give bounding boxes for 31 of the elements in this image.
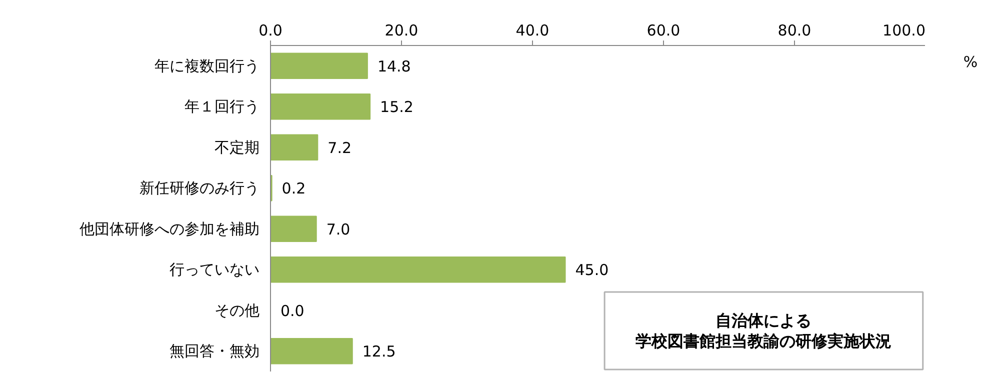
x-axis-title: % <box>963 52 978 71</box>
y-tick-label: 行っていない <box>170 260 260 279</box>
data-label: 12.5 <box>362 342 396 361</box>
x-tick-label: 20.0 <box>384 22 418 40</box>
bar <box>270 256 566 283</box>
x-tick-label: 0.0 <box>258 22 282 40</box>
x-tick-label: 40.0 <box>516 22 550 40</box>
x-tick-label: 100.0 <box>882 22 926 40</box>
y-tick-label: 不定期 <box>214 138 260 156</box>
y-tick-label: 年１回行う <box>184 98 260 116</box>
x-tick-label: 60.0 <box>646 22 680 40</box>
y-tick-label: その他 <box>214 301 260 320</box>
bar <box>270 52 368 80</box>
y-tick-label: 他団体研修への参加を補助 <box>80 220 260 238</box>
data-label: 14.8 <box>377 57 411 76</box>
data-label: 0.0 <box>280 302 304 320</box>
bar <box>270 338 353 364</box>
y-tick-label: 無回答・無効 <box>170 342 260 360</box>
text: 学校図書館担当教諭の研修実施状況 <box>636 331 892 350</box>
bar <box>270 216 317 242</box>
x-tick-label: 80.0 <box>778 22 812 40</box>
data-label: 7.2 <box>328 138 352 157</box>
y-tick-label: 新任研修のみ行う <box>140 179 260 198</box>
bar <box>270 93 371 120</box>
data-label: 45.0 <box>575 261 609 280</box>
y-tick-label: 年に複数回行う <box>154 56 260 75</box>
data-label: 15.2 <box>380 98 414 116</box>
data-label: 0.2 <box>282 180 306 198</box>
text: 自治体による <box>716 311 812 330</box>
bar <box>270 134 318 161</box>
data-label: 7.0 <box>326 220 350 238</box>
